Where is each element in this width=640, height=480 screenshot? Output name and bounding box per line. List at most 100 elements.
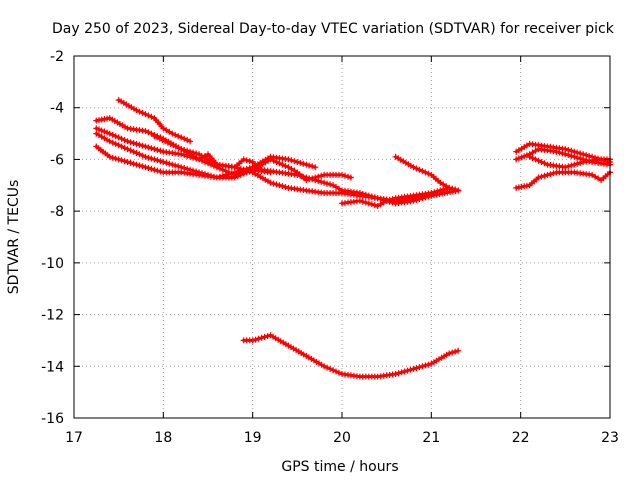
x-tick-label: 19 xyxy=(244,430,262,446)
data-point-marker xyxy=(580,151,587,158)
data-point-marker xyxy=(455,187,462,194)
data-point-marker xyxy=(133,107,140,114)
data-point-marker xyxy=(133,140,140,147)
data-point-marker xyxy=(571,161,578,168)
data-point-marker xyxy=(404,367,411,374)
data-point-marker xyxy=(178,164,185,171)
data-point-marker xyxy=(532,156,539,163)
data-point-marker xyxy=(306,162,313,169)
data-point-marker xyxy=(164,139,171,146)
data-point-marker xyxy=(321,179,328,186)
data-point-marker xyxy=(279,161,286,168)
data-point-marker xyxy=(416,166,423,173)
data-point-marker xyxy=(151,166,158,173)
data-point-marker xyxy=(422,362,429,369)
data-point-marker xyxy=(127,139,134,146)
data-point-marker xyxy=(181,135,188,142)
x-tick-label: 22 xyxy=(512,430,530,446)
data-point-marker xyxy=(291,158,298,165)
data-point-marker xyxy=(145,165,152,171)
data-point-marker xyxy=(151,146,158,153)
data-point-marker xyxy=(178,134,185,141)
y-tick-label: -4 xyxy=(50,101,64,117)
data-point-marker xyxy=(112,133,119,140)
data-point-marker xyxy=(157,158,164,165)
data-point-marker xyxy=(315,178,322,184)
data-point-marker xyxy=(565,152,572,159)
data-point-marker xyxy=(324,364,331,371)
x-axis-label: GPS time / hours xyxy=(281,459,398,475)
y-tick-label: -6 xyxy=(50,152,64,168)
data-point-marker xyxy=(130,148,137,155)
x-tick-label: 20 xyxy=(333,430,351,446)
data-point-marker xyxy=(562,151,569,158)
data-point-marker xyxy=(359,198,366,205)
data-point-marker xyxy=(356,190,363,196)
data-point-marker xyxy=(386,196,393,203)
data-point-marker xyxy=(359,190,366,197)
data-point-marker xyxy=(252,336,259,343)
data-point-marker xyxy=(407,366,414,373)
data-point-marker xyxy=(324,180,331,187)
data-point-marker xyxy=(264,333,271,340)
data-point-marker xyxy=(93,125,100,132)
data-point-marker xyxy=(172,131,179,138)
data-point-marker xyxy=(398,369,405,376)
data-point-marker xyxy=(148,165,155,172)
data-point-marker xyxy=(142,128,149,134)
data-point-marker xyxy=(601,157,607,164)
data-point-marker xyxy=(327,365,334,372)
y-tick-label: -16 xyxy=(41,411,64,427)
data-point-marker xyxy=(440,186,447,193)
data-point-marker xyxy=(205,160,211,167)
data-point-marker xyxy=(389,196,396,203)
series-track-5 xyxy=(93,143,274,181)
data-point-marker xyxy=(154,134,161,141)
data-point-marker xyxy=(342,172,348,179)
data-point-marker xyxy=(452,348,459,355)
data-series xyxy=(93,97,613,380)
x-tick-label: 21 xyxy=(422,430,440,446)
data-point-marker xyxy=(318,178,325,185)
data-point-marker xyxy=(303,161,310,168)
data-point-marker xyxy=(112,155,119,162)
data-point-marker xyxy=(130,140,137,147)
data-point-marker xyxy=(550,170,557,177)
data-point-marker xyxy=(288,157,295,164)
data-point-marker xyxy=(541,160,548,167)
series-track-12 xyxy=(513,169,613,191)
x-tick-label: 18 xyxy=(154,430,172,446)
data-point-marker xyxy=(276,182,283,189)
data-point-marker xyxy=(154,146,161,153)
data-point-marker xyxy=(294,159,301,165)
data-point-marker xyxy=(202,159,208,165)
chart-title: Day 250 of 2023, Sidereal Day-to-day VTE… xyxy=(52,21,615,37)
data-point-marker xyxy=(362,191,369,198)
data-point-marker xyxy=(121,144,128,151)
data-point-marker xyxy=(208,161,214,168)
data-point-marker xyxy=(422,169,429,176)
data-point-marker xyxy=(297,159,304,166)
data-point-marker xyxy=(297,172,304,179)
data-point-marker xyxy=(145,144,152,151)
data-point-marker xyxy=(568,153,575,159)
y-tick-label: -14 xyxy=(41,359,64,375)
data-point-marker xyxy=(211,162,217,169)
data-point-marker xyxy=(136,151,143,158)
data-point-marker xyxy=(526,153,533,160)
data-point-marker xyxy=(365,200,372,207)
data-point-marker xyxy=(124,159,131,165)
data-point-marker xyxy=(339,171,345,178)
data-point-marker xyxy=(395,370,402,377)
data-point-marker xyxy=(231,169,238,176)
data-point-marker xyxy=(362,199,369,206)
data-point-marker xyxy=(565,163,572,170)
data-point-marker xyxy=(347,174,354,181)
data-point-marker xyxy=(243,169,250,176)
x-tick-label: 17 xyxy=(65,430,83,446)
data-point-marker xyxy=(541,172,548,179)
data-point-marker xyxy=(159,137,166,143)
data-point-marker xyxy=(419,363,426,370)
data-point-marker xyxy=(437,187,444,194)
